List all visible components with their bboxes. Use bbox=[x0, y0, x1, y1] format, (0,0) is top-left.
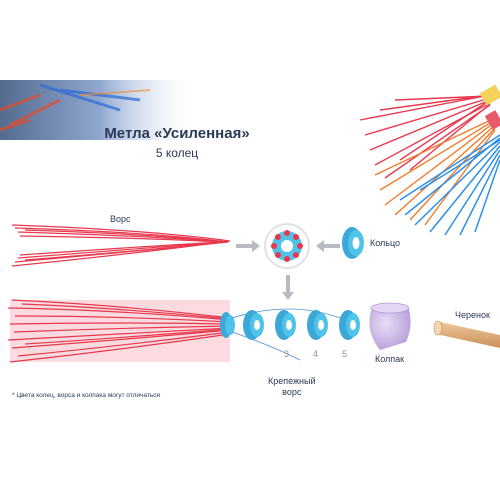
ring-number-3: 3 bbox=[284, 349, 290, 359]
label-bristles: Ворс bbox=[110, 214, 131, 224]
ring-4 bbox=[339, 310, 360, 340]
bristle-bundle bbox=[11, 224, 231, 267]
product-subtitle: 5 колец bbox=[155, 146, 199, 160]
ring-2 bbox=[275, 310, 296, 340]
rings-row bbox=[243, 310, 360, 340]
fastening-lines bbox=[231, 308, 341, 361]
broom-rings bbox=[220, 312, 235, 338]
ring-part bbox=[342, 227, 364, 259]
ring-3 bbox=[307, 310, 328, 340]
arrow-left bbox=[316, 240, 340, 252]
label-fastening-bristles: Крепежный ворс bbox=[268, 376, 316, 397]
background-photo bbox=[0, 80, 200, 140]
arrows bbox=[236, 240, 340, 300]
ring-number-4: 4 bbox=[313, 349, 319, 359]
color-note: * Цвета колец, ворса и колпака могут отл… bbox=[12, 392, 161, 399]
label-handle: Черенок bbox=[455, 310, 490, 320]
ring-number-5: 5 bbox=[342, 349, 348, 359]
broom-bristles bbox=[7, 299, 231, 363]
cap bbox=[369, 302, 411, 350]
product-title: Метла «Усиленная» bbox=[104, 125, 250, 142]
ring-assembly bbox=[264, 223, 310, 269]
arrow-down bbox=[282, 275, 294, 300]
label-cap: Колпак bbox=[375, 354, 405, 364]
brooms-photo bbox=[359, 84, 500, 236]
handle bbox=[433, 320, 500, 348]
label-ring: Кольцо bbox=[370, 238, 401, 248]
arrow-right bbox=[236, 240, 260, 252]
ring-1 bbox=[243, 310, 264, 340]
